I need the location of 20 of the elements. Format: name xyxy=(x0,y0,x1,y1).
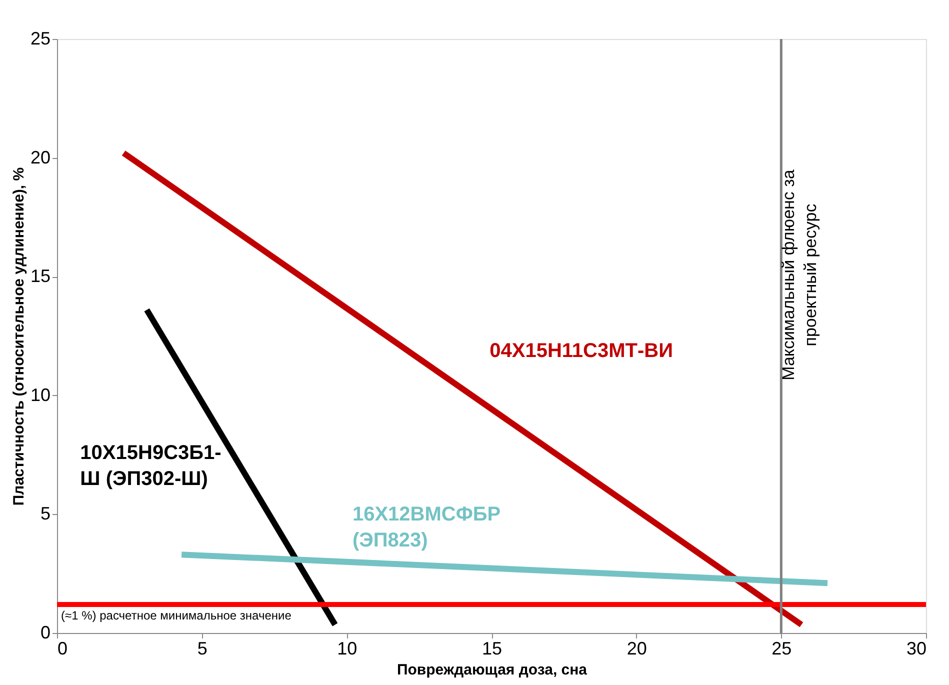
series-label: 04Х15Н11С3МТ-ВИ xyxy=(490,340,673,362)
x-tick-label: 20 xyxy=(626,638,647,658)
x-tick-label: 15 xyxy=(482,638,502,658)
x-tick-label: 10 xyxy=(337,638,358,658)
x-tick-label: 30 xyxy=(906,638,926,658)
ref-line-label: (≈1 %) расчетное минимальное значение xyxy=(61,608,292,622)
y-tick-label: 0 xyxy=(40,622,50,642)
y-tick-label: 20 xyxy=(30,147,50,168)
y-tick-label: 5 xyxy=(40,504,50,524)
x-axis-title: Повреждающая доза, сна xyxy=(396,662,588,678)
y-axis-title: Пластичность (относительное удлинение), % xyxy=(10,167,28,506)
y-tick-label: 10 xyxy=(30,384,50,405)
x-tick-label: 5 xyxy=(197,638,208,658)
y-tick-label: 15 xyxy=(30,266,50,286)
x-tick-label: 0 xyxy=(58,638,68,658)
series-label: 16Х12ВМСФБР (ЭП823) xyxy=(352,504,501,552)
x-tick-label: 25 xyxy=(772,638,792,658)
ref-line-label: Максимальный флюенс за проектный ресурс xyxy=(779,169,820,380)
y-tick-label: 25 xyxy=(30,28,50,48)
series-label: 10Х15Н9С3Б1- Ш (ЭП302-Ш) xyxy=(80,442,222,490)
